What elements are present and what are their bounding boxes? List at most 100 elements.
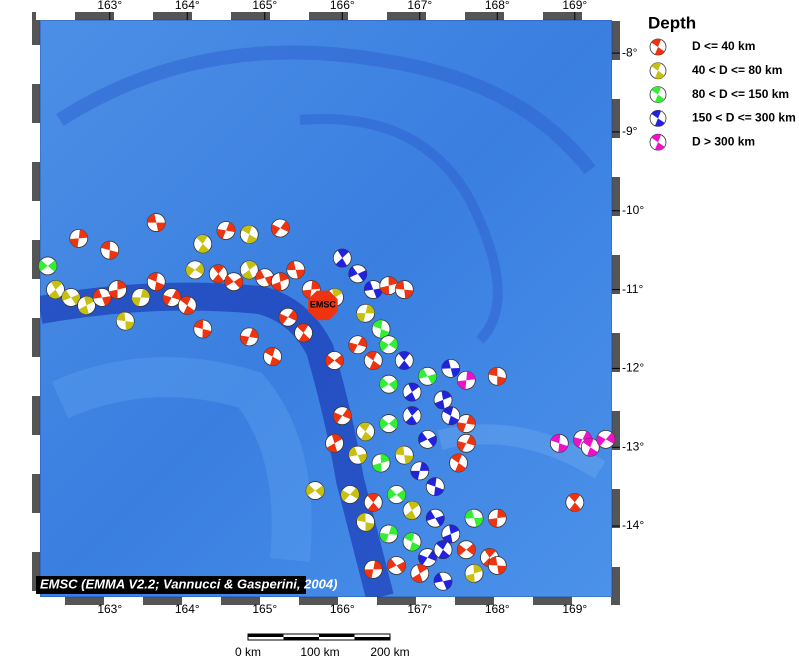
ball-quadrant — [416, 564, 428, 574]
ball-quadrant — [348, 446, 358, 457]
ball-quadrant — [651, 134, 662, 143]
ball-quadrant — [654, 118, 665, 127]
event — [208, 264, 228, 284]
ball-quadrant — [654, 94, 665, 103]
event — [193, 234, 213, 254]
ball-quadrant — [387, 558, 397, 570]
event — [332, 248, 352, 268]
ball-quadrant — [302, 289, 312, 299]
event — [441, 524, 461, 544]
ball-quadrant — [48, 289, 61, 299]
event — [441, 406, 461, 426]
lat-tick-label: -8° — [622, 45, 638, 59]
ball-quadrant — [426, 510, 436, 522]
event — [456, 540, 476, 560]
ball-quadrant — [348, 266, 358, 278]
events: EMSC — [38, 213, 616, 591]
event — [77, 295, 96, 315]
event — [146, 272, 166, 292]
event — [185, 260, 205, 280]
ball-quadrant — [379, 418, 389, 430]
ball-quadrant — [367, 493, 379, 503]
lat-tick-label: -9° — [622, 124, 638, 138]
lon-tick-label: 168° — [485, 602, 510, 616]
ball-quadrant — [582, 438, 594, 448]
ball-quadrant — [418, 368, 428, 379]
ball-quadrant — [102, 296, 112, 306]
event — [340, 485, 360, 504]
ball-quadrant — [434, 399, 445, 409]
ball-quadrant — [654, 142, 665, 151]
lon-tick-label: 169° — [562, 602, 587, 616]
ball-quadrant — [78, 229, 88, 239]
event — [115, 311, 135, 331]
ball-quadrant — [465, 573, 475, 583]
event — [69, 228, 89, 248]
ball-quadrant — [396, 561, 406, 573]
event — [425, 477, 445, 497]
event — [216, 221, 236, 240]
legend-label: 150 < D <= 300 km — [692, 111, 796, 125]
event — [433, 571, 453, 591]
ball-quadrant — [596, 435, 606, 447]
event — [456, 370, 476, 390]
ball-quadrant — [245, 260, 257, 270]
event — [348, 335, 368, 355]
ball-quadrant — [587, 447, 598, 457]
ball-quadrant — [654, 47, 665, 55]
ball-quadrant — [605, 432, 615, 444]
event — [46, 280, 65, 299]
event — [402, 500, 422, 520]
lon-tick-label: 165° — [252, 602, 277, 616]
ball-quadrant — [364, 281, 374, 292]
ball-quadrant — [404, 392, 416, 402]
ball-quadrant — [364, 569, 374, 579]
ball-quadrant — [466, 415, 476, 425]
ball-quadrant — [396, 489, 406, 501]
ball-quadrant — [109, 250, 119, 260]
ball-quadrant — [226, 222, 236, 233]
event — [549, 433, 569, 453]
lon-tick-label: 164° — [175, 602, 200, 616]
event — [565, 493, 585, 512]
ball-quadrant — [186, 265, 196, 277]
ball-quadrant — [183, 305, 195, 315]
ball-quadrant — [333, 412, 343, 424]
event — [270, 272, 290, 292]
lon-tick-label: 167° — [407, 0, 432, 12]
ball-quadrant — [269, 356, 281, 366]
ball-quadrant — [194, 319, 204, 329]
legend-symbol — [649, 62, 667, 80]
ball-quadrant — [195, 263, 205, 275]
ball-quadrant — [451, 453, 462, 463]
ball-quadrant — [438, 549, 450, 559]
event — [356, 422, 375, 441]
ball-quadrant — [147, 272, 158, 282]
lat-tick-label: -13° — [622, 439, 644, 453]
lon-tick-label: 163° — [97, 0, 122, 12]
ball-quadrant — [419, 462, 429, 471]
event — [108, 280, 127, 299]
event — [402, 532, 422, 552]
ball-quadrant — [651, 110, 662, 119]
ball-quadrant — [457, 422, 467, 433]
ball-quadrant — [457, 440, 467, 452]
event — [193, 319, 213, 339]
ball-quadrant — [331, 434, 343, 444]
event — [38, 256, 58, 276]
ball-quadrant — [457, 380, 467, 390]
ball-quadrant — [180, 296, 192, 306]
ball-quadrant — [271, 281, 282, 291]
ball-quadrant — [341, 490, 351, 502]
ball-quadrant — [651, 86, 662, 95]
ball-quadrant — [298, 332, 311, 342]
ball-quadrant — [466, 543, 476, 556]
ball-quadrant — [379, 328, 390, 338]
ball-quadrant — [443, 579, 453, 590]
event — [410, 563, 430, 583]
ball-quadrant — [488, 367, 498, 377]
ball-quadrant — [101, 241, 111, 251]
event — [425, 508, 445, 528]
lon-tick-label: 163° — [97, 602, 122, 616]
